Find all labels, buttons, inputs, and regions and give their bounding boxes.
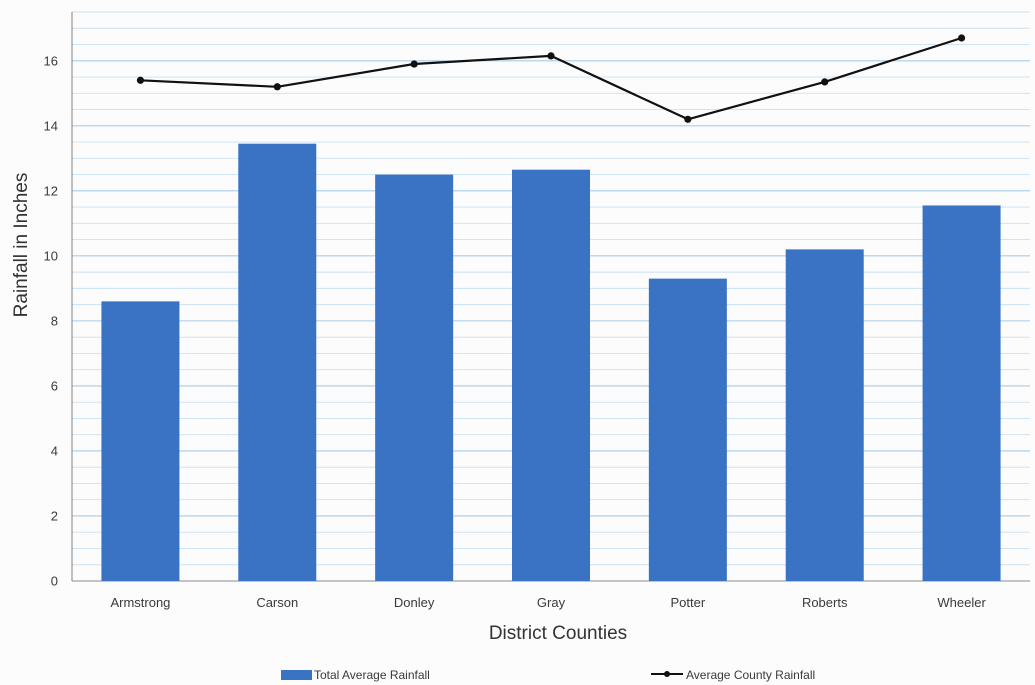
legend-bar-swatch — [281, 670, 312, 680]
x-tick-label: Armstrong — [110, 595, 170, 610]
x-tick-label: Donley — [394, 595, 435, 610]
x-tick-label: Carson — [256, 595, 298, 610]
y-tick-label: 4 — [51, 443, 58, 458]
bar-roberts — [785, 249, 864, 581]
y-tick-label: 6 — [51, 378, 58, 393]
bar-carson — [238, 143, 317, 581]
average-county-rainfall-line — [140, 36, 962, 121]
line-point-roberts — [821, 78, 829, 86]
bar-donley — [375, 174, 454, 582]
bar-series — [101, 143, 1001, 582]
x-tick-label: Gray — [537, 595, 566, 610]
y-tick-label: 12 — [44, 183, 58, 198]
x-tick-label: Roberts — [802, 595, 848, 610]
line-point-potter — [684, 115, 692, 123]
y-axis-title: Rainfall in Inches — [11, 173, 32, 318]
line-point-wheeler — [957, 34, 966, 42]
bar-gray — [512, 169, 590, 582]
y-tick-label: 14 — [44, 118, 58, 133]
legend-bar-label: Total Average Rainfall — [314, 668, 430, 682]
y-tick-label: 0 — [51, 574, 58, 589]
x-axis-title: District Counties — [489, 623, 627, 644]
y-tick-labels: 0 2 4 6 8 10 12 14 16 — [44, 53, 58, 588]
bar-armstrong — [101, 301, 180, 581]
legend-line-label: Average County Rainfall — [686, 668, 815, 682]
line-point-armstrong — [136, 76, 145, 84]
line-point-donley — [410, 60, 418, 68]
bar-wheeler — [922, 205, 1001, 581]
y-tick-label: 16 — [44, 53, 58, 68]
line-point-gray — [547, 52, 555, 60]
x-tick-labels: Armstrong Carson Donley Gray Potter Roberts Wh… — [110, 595, 986, 610]
line-series — [136, 34, 966, 123]
legend: Total Average Rainfall Average County Ra… — [281, 668, 815, 682]
line-point-carson — [273, 83, 281, 91]
bar-potter — [648, 278, 727, 581]
legend-line-marker — [664, 671, 670, 677]
y-tick-label: 10 — [44, 248, 58, 263]
x-tick-label: Wheeler — [937, 595, 986, 610]
y-tick-label: 8 — [51, 313, 58, 328]
x-tick-label: Potter — [671, 595, 706, 610]
y-tick-label: 2 — [51, 508, 58, 523]
